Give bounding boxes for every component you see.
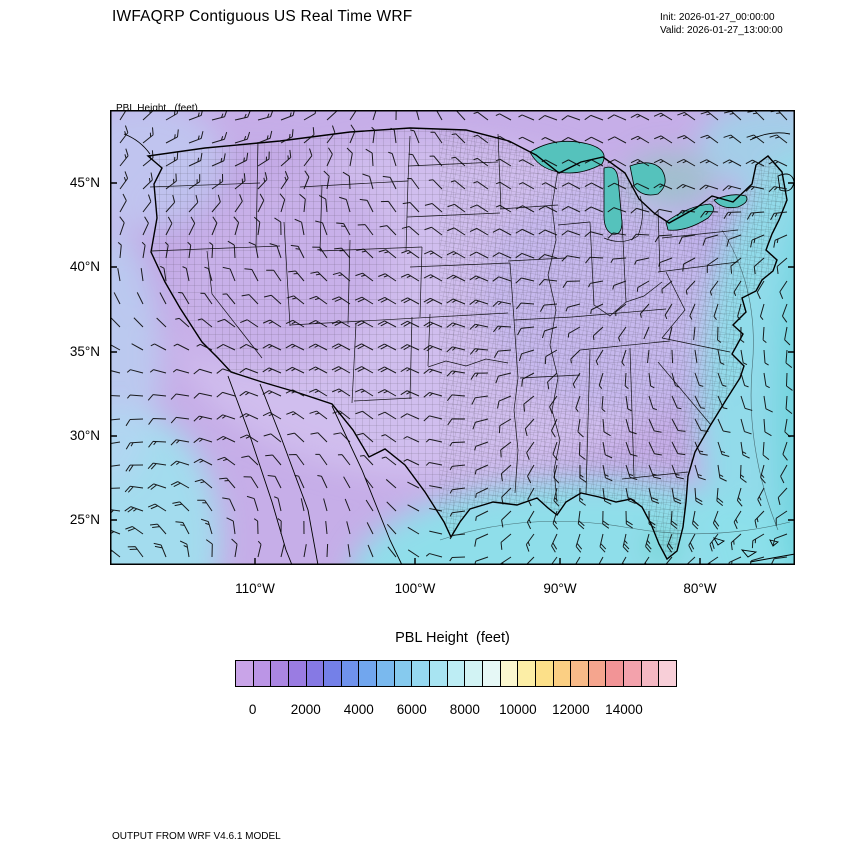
page-title: IWFAQRP Contiguous US Real Time WRF bbox=[112, 8, 413, 25]
colorbar bbox=[235, 660, 677, 687]
y-axis-label: 40°N bbox=[69, 259, 100, 274]
y-axis-label: 45°N bbox=[69, 175, 100, 190]
colorbar-tick-label: 2000 bbox=[290, 702, 321, 717]
field-label-pbl: PBL Height (feet) bbox=[116, 103, 198, 114]
y-axis-label: 25°N bbox=[69, 512, 100, 527]
colorbar-tick-label: 12000 bbox=[552, 702, 590, 717]
colorbar-title: PBL Height (feet) bbox=[395, 630, 510, 646]
x-axis-label: 100°W bbox=[394, 581, 436, 596]
map-frame bbox=[110, 110, 795, 565]
colorbar-tick-label: 10000 bbox=[499, 702, 537, 717]
map-svg bbox=[30, 100, 850, 680]
map-panel bbox=[30, 100, 850, 680]
colorbar-tick-label: 4000 bbox=[343, 702, 374, 717]
y-axis-label: 35°N bbox=[69, 344, 100, 359]
x-axis-label: 90°W bbox=[543, 581, 577, 596]
us-outline bbox=[146, 127, 788, 561]
axis-tick-marks bbox=[110, 182, 795, 565]
y-axis-label: 30°N bbox=[69, 428, 100, 443]
colorbar-tick-label: 8000 bbox=[449, 702, 480, 717]
colorbar-tick-row: 0 2000 4000 6000 8000 10000 12000 14000 bbox=[235, 702, 677, 720]
model-footer: OUTPUT FROM WRF V4.6.1 MODEL WE = 580 ; … bbox=[112, 804, 505, 850]
x-axis-label: 80°W bbox=[683, 581, 717, 596]
init-time: Init: 2026-01-27_00:00:00 bbox=[660, 12, 775, 23]
init-valid-block: Init: 2026-01-27_00:00:00 Valid: 2026-01… bbox=[660, 11, 783, 37]
valid-time: Valid: 2026-01-27_13:00:00 bbox=[660, 25, 783, 36]
ocean-contours bbox=[439, 229, 791, 541]
colorbar-tick-label: 14000 bbox=[605, 702, 643, 717]
colorbar-tick-label: 0 bbox=[248, 702, 257, 717]
footer-line1: OUTPUT FROM WRF V4.6.1 MODEL bbox=[112, 831, 281, 842]
colorbar-tick-label: 6000 bbox=[396, 702, 427, 717]
x-axis-label: 110°W bbox=[235, 581, 275, 596]
